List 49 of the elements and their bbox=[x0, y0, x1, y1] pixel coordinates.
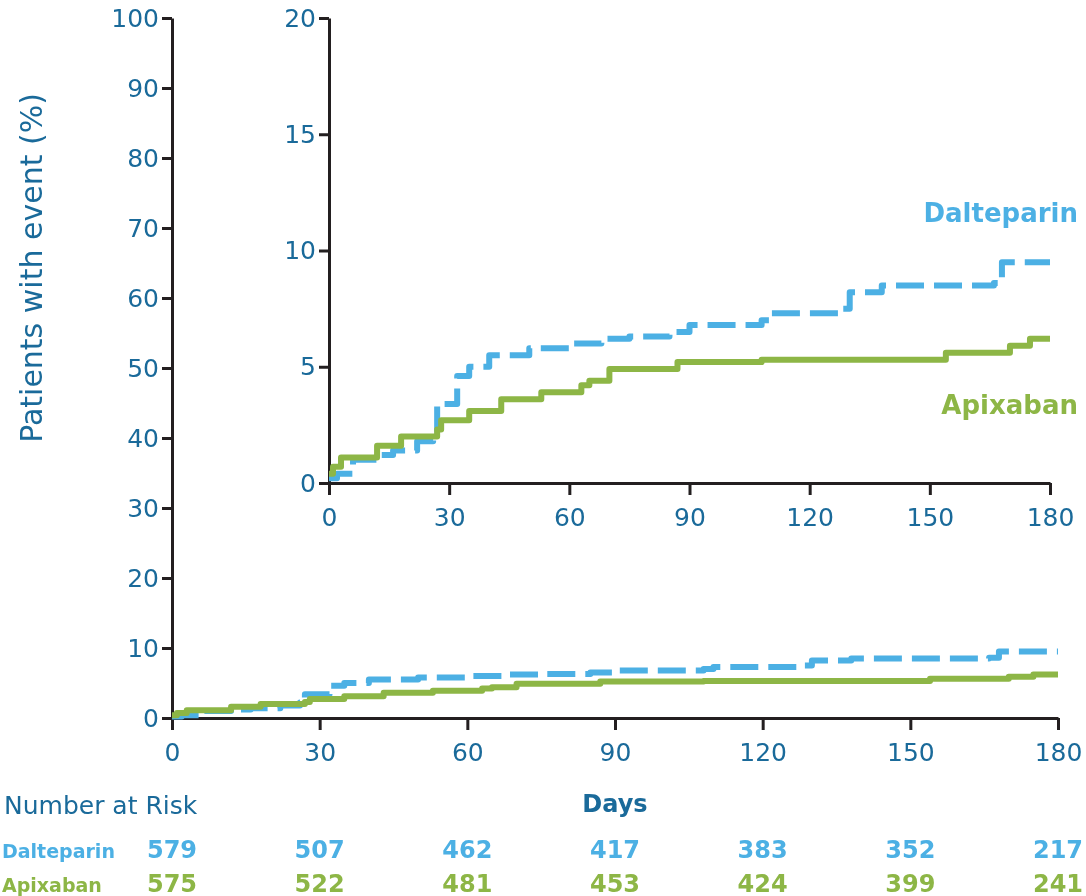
text: 522 bbox=[294, 870, 345, 896]
x-tick-label: 0 bbox=[164, 737, 181, 767]
text: 575 bbox=[146, 870, 198, 896]
x-tick-label: 90 bbox=[674, 502, 706, 532]
text: 462 bbox=[442, 836, 493, 864]
text: 507 bbox=[294, 836, 345, 864]
y-tick-label: 0 bbox=[143, 703, 159, 733]
y-tick-label: 40 bbox=[127, 423, 159, 453]
y-tick-label: 80 bbox=[127, 143, 159, 173]
y-tick-label: 20 bbox=[127, 563, 159, 593]
y-axis-title: Patients with event (%) bbox=[14, 93, 49, 443]
y-tick-label: 0 bbox=[300, 468, 316, 498]
x-tick-label: 30 bbox=[433, 502, 466, 532]
text: 579 bbox=[146, 836, 198, 864]
text: Dalteparin bbox=[2, 840, 115, 862]
x-tick-label: 120 bbox=[786, 502, 835, 532]
series-label: Apixaban bbox=[941, 389, 1078, 420]
y-tick-label: 15 bbox=[284, 119, 316, 149]
x-axis-title: Days bbox=[582, 790, 648, 818]
y-tick-label: 20 bbox=[284, 3, 316, 33]
y-tick-label: 5 bbox=[300, 352, 316, 382]
x-tick-label: 120 bbox=[739, 737, 788, 767]
text: 352 bbox=[885, 836, 936, 864]
y-tick-label: 60 bbox=[127, 283, 159, 313]
y-tick-label: 90 bbox=[127, 73, 159, 103]
text: 241 bbox=[1032, 870, 1084, 896]
y-tick-label: 10 bbox=[127, 633, 159, 663]
y-tick-label: 100 bbox=[111, 3, 159, 33]
x-tick-label: 180 bbox=[1034, 737, 1083, 767]
x-tick-label: 90 bbox=[599, 737, 632, 767]
x-tick-label: 150 bbox=[906, 502, 955, 532]
text: 481 bbox=[442, 870, 493, 896]
x-tick-label: 60 bbox=[451, 737, 484, 767]
x-tick-label: 180 bbox=[1026, 502, 1075, 532]
text: 417 bbox=[589, 836, 641, 864]
text: 383 bbox=[737, 836, 788, 864]
y-tick-label: 50 bbox=[127, 353, 159, 383]
y-tick-label: 70 bbox=[127, 213, 159, 243]
text: Apixaban bbox=[2, 874, 102, 896]
series-label: Dalteparin bbox=[923, 198, 1078, 229]
x-tick-label: 0 bbox=[321, 502, 338, 532]
text: 399 bbox=[885, 870, 936, 896]
y-tick-label: 10 bbox=[284, 236, 316, 265]
text: 217 bbox=[1032, 836, 1084, 864]
text: 453 bbox=[589, 870, 641, 896]
text: Number at Risk bbox=[4, 791, 198, 820]
x-tick-label: 60 bbox=[553, 502, 586, 532]
x-tick-label: 150 bbox=[886, 737, 935, 767]
text: 424 bbox=[737, 870, 788, 896]
